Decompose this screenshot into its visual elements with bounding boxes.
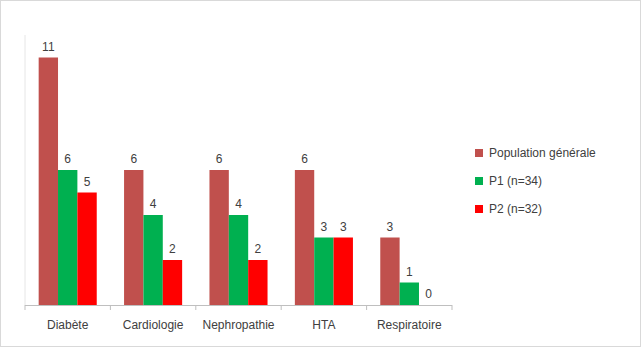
- category-separator: [110, 305, 111, 310]
- data-label: 11: [42, 40, 55, 54]
- data-label: 1: [406, 265, 413, 279]
- legend-label: P1 (n=34): [489, 174, 542, 188]
- data-label: 5: [84, 175, 91, 189]
- legend-label: P2 (n=32): [489, 202, 542, 216]
- bar: [58, 170, 77, 305]
- legend-label: Population générale: [489, 146, 596, 160]
- category-separator: [195, 305, 196, 310]
- bar: [314, 238, 333, 306]
- bar: [248, 260, 267, 305]
- data-label: 0: [425, 287, 432, 301]
- data-label: 2: [255, 242, 262, 256]
- data-label: 6: [130, 152, 137, 166]
- x-tick-label: Cardiologie: [123, 318, 184, 332]
- bar: [400, 283, 419, 306]
- data-label: 4: [235, 197, 242, 211]
- bar: [143, 215, 162, 305]
- bar: [295, 170, 314, 305]
- bar: [419, 305, 438, 306]
- legend-swatch: [475, 177, 483, 185]
- data-label: 3: [387, 220, 394, 234]
- x-tick-label: Diabète: [47, 318, 89, 332]
- data-labels: 1165642642633310: [42, 40, 432, 302]
- data-label: 3: [321, 220, 328, 234]
- bar: [39, 58, 58, 306]
- x-tick-label: Nephropathie: [202, 318, 274, 332]
- category-separator: [366, 305, 367, 310]
- data-label: 6: [301, 152, 308, 166]
- data-label: 2: [169, 242, 176, 256]
- bar: [163, 260, 182, 305]
- y-axis-line: [25, 35, 26, 305]
- x-axis-line: [25, 305, 452, 306]
- chart-border: [1, 1, 641, 347]
- data-label: 6: [64, 152, 71, 166]
- x-tick-label: HTA: [312, 318, 335, 332]
- data-label: 3: [340, 220, 347, 234]
- bar: [334, 238, 353, 306]
- legend-swatch: [475, 149, 483, 157]
- bar: [209, 170, 228, 305]
- category-separator: [281, 305, 282, 310]
- category-separator: [452, 305, 453, 310]
- data-label: 6: [216, 152, 223, 166]
- bar: [77, 193, 96, 306]
- legend-swatch: [475, 205, 483, 213]
- category-separator: [25, 305, 26, 310]
- legend: Population générale P1 (n=34) P2 (n=32): [475, 146, 596, 216]
- bar: [380, 238, 399, 306]
- x-tick-label: Respiratoire: [377, 318, 442, 332]
- bar: [124, 170, 143, 305]
- bars: [39, 58, 419, 306]
- data-label: 4: [150, 197, 157, 211]
- chart: 1165642642633310DiabèteCardiologieNephro…: [0, 0, 641, 347]
- bar: [229, 215, 248, 305]
